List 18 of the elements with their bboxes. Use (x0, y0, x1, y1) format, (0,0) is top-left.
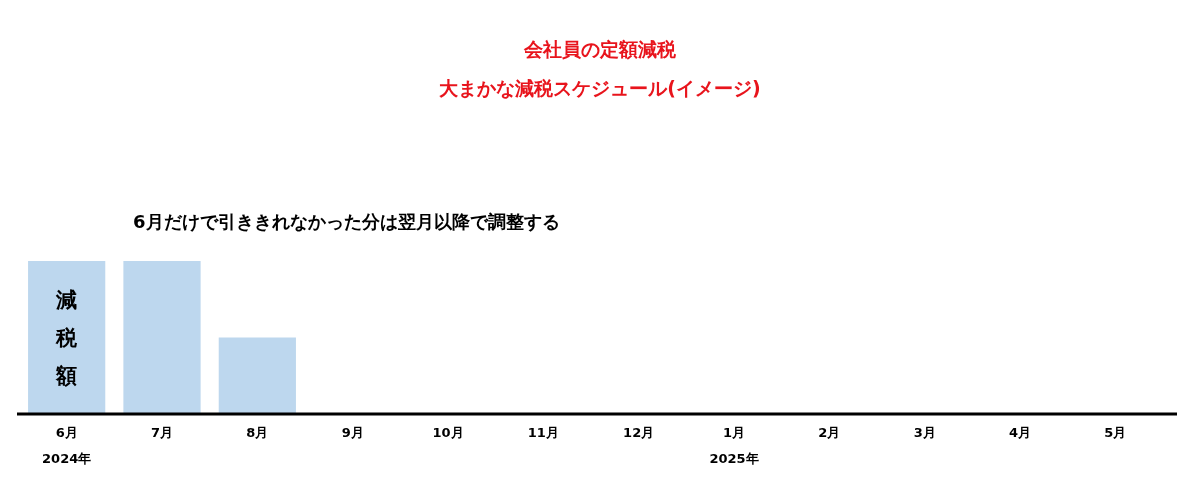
text: 6月だけで引ききれなかった分は翌月以降で調整する (133, 211, 560, 232)
x-tick-label: 11月 (527, 425, 559, 440)
chart-subtitle: 大まかな減税スケジュール(イメージ) (439, 77, 761, 99)
x-tick-label: 4月 (1008, 425, 1032, 440)
x-tick-label: 8月 (246, 425, 269, 440)
x-tick-label: 9月 (341, 425, 364, 440)
text: 2025年 (709, 451, 759, 466)
x-tick-label: 1月 (722, 425, 746, 440)
text: 2024年 (42, 451, 92, 466)
x-tick-label: 3月 (913, 425, 936, 440)
annotation: 減税額 (55, 288, 79, 388)
x-tick-label: 12月 (623, 425, 655, 440)
chart-title: 会社員の定額減税 (523, 38, 677, 60)
x-tick-label: 10月 (432, 425, 464, 440)
x-tick-label: 7月 (150, 425, 174, 440)
x-tick-label: 6月 (55, 425, 78, 440)
x-tick-label: 2月 (818, 425, 841, 440)
x-tick-label: 5月 (1104, 425, 1127, 440)
